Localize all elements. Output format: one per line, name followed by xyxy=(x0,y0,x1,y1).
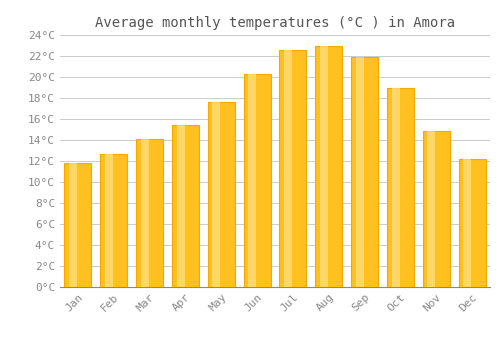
Bar xyxy=(208,102,234,287)
Bar xyxy=(212,102,220,287)
Bar xyxy=(64,163,92,287)
Bar xyxy=(248,74,256,287)
Bar xyxy=(392,88,400,287)
Bar xyxy=(244,74,270,287)
Bar xyxy=(316,46,342,287)
Bar xyxy=(172,125,199,287)
Bar xyxy=(140,139,149,287)
Title: Average monthly temperatures (°C ) in Amora: Average monthly temperatures (°C ) in Am… xyxy=(95,16,455,30)
Bar xyxy=(458,159,485,287)
Bar xyxy=(463,159,471,287)
Bar xyxy=(176,125,184,287)
Bar xyxy=(423,131,450,287)
Bar xyxy=(356,57,364,287)
Bar xyxy=(284,50,292,287)
Bar xyxy=(136,139,163,287)
Bar xyxy=(280,50,306,287)
Bar xyxy=(105,154,113,287)
Bar xyxy=(100,154,127,287)
Bar xyxy=(428,131,436,287)
Bar xyxy=(320,46,328,287)
Bar xyxy=(69,163,77,287)
Bar xyxy=(387,88,414,287)
Bar xyxy=(351,57,378,287)
